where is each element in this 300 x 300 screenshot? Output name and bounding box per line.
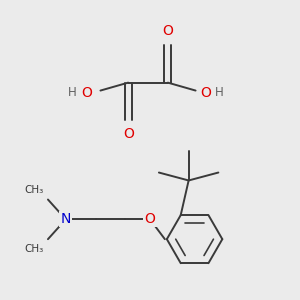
Text: O: O (200, 85, 211, 100)
Text: H: H (68, 86, 77, 99)
Text: O: O (162, 24, 173, 38)
Text: N: N (61, 212, 71, 226)
Text: CH₃: CH₃ (25, 184, 44, 195)
Text: O: O (123, 127, 134, 141)
Text: O: O (81, 85, 92, 100)
Text: O: O (145, 212, 155, 226)
Text: CH₃: CH₃ (25, 244, 44, 254)
Text: H: H (215, 86, 224, 99)
